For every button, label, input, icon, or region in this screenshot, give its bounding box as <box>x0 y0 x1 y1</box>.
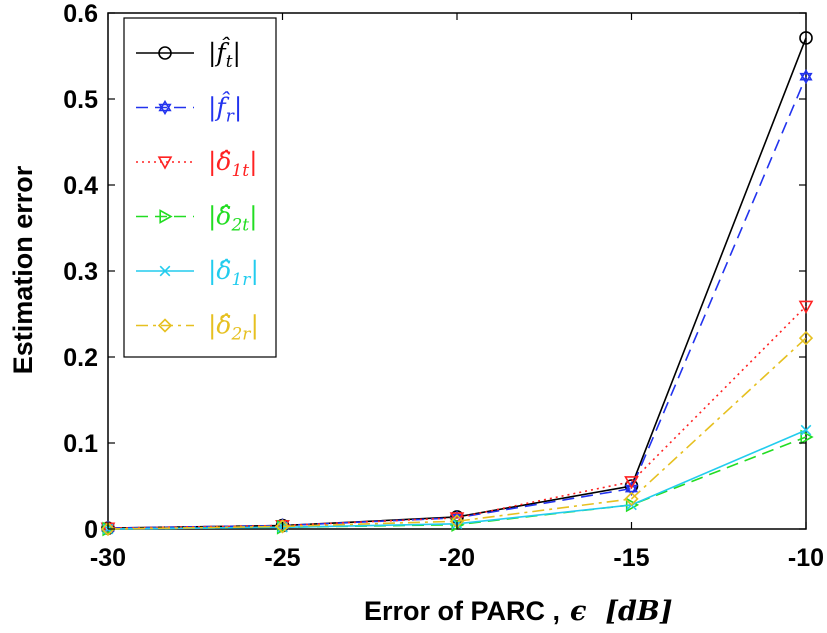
x-tick-label: -30 <box>90 544 126 572</box>
y-tick-label: 0.6 <box>63 0 98 28</box>
legend-marker <box>157 318 173 333</box>
y-axis-label: Estimation error <box>8 165 38 374</box>
data-point <box>624 480 639 493</box>
data-point <box>100 521 116 537</box>
x-tick-label: -20 <box>439 544 475 572</box>
y-tick-label: 0.2 <box>63 344 98 372</box>
legend-marker <box>158 46 172 60</box>
x-axis-unit: ϵ [dB] <box>570 596 673 627</box>
legend-entry: |δ̂1r| <box>136 256 259 290</box>
legend-entry: |f̂t| <box>136 38 241 72</box>
data-point <box>799 69 813 81</box>
legend-marker-inner <box>158 103 172 116</box>
series-line <box>107 305 807 529</box>
legend-entry: |δ̂1t| <box>136 147 258 181</box>
data-point-inner <box>624 484 639 497</box>
x-axis-label: Error of PARC , <box>364 596 560 626</box>
data-point <box>798 330 814 346</box>
legend: |f̂t| |f̂r| |δ̂1t| |δ̂2t| |δ̂1r| |δ̂2r| <box>123 17 277 358</box>
y-tick-label: 0 <box>84 516 98 544</box>
legend-marker <box>157 156 173 170</box>
legend-label: |f̂t| <box>208 38 241 72</box>
x-tick-label: -10 <box>788 544 824 572</box>
y-tick-label: 0.3 <box>63 258 98 286</box>
y-tick-label: 0.4 <box>63 172 98 200</box>
legend-label: |f̂r| <box>208 92 242 126</box>
legend-marker <box>159 265 171 277</box>
data-point <box>798 300 814 314</box>
legend-entry: |f̂r| <box>136 92 242 127</box>
legend-label: |δ̂1r| <box>208 256 259 290</box>
data-point <box>624 476 639 490</box>
x-tick-label: -15 <box>613 544 649 572</box>
y-tick-label: 0.5 <box>63 86 98 114</box>
axes-layer: -30 -25 -20 -15 -10 0 0.1 0.2 0.3 0.4 0.5 0.6 <box>63 0 824 572</box>
data-point-inner <box>799 72 813 85</box>
legend-label: |δ̂2t| <box>208 202 258 236</box>
legend-entry: |δ̂2t| <box>136 202 258 236</box>
legend-marker <box>158 99 172 112</box>
legend-label: |δ̂2r| <box>208 311 259 345</box>
data-point <box>800 424 812 436</box>
data-point <box>275 519 290 534</box>
series-line <box>107 337 807 530</box>
legend-box <box>123 17 277 358</box>
data-point <box>799 31 813 45</box>
legend-entry: |δ̂2r| <box>136 311 259 345</box>
x-tick-label: -25 <box>264 544 300 572</box>
data-point <box>800 429 814 445</box>
data-point <box>624 491 639 507</box>
legend-label: |δ̂1t| <box>208 147 258 181</box>
y-tick-label: 0.1 <box>63 430 98 458</box>
legend-marker <box>159 209 173 224</box>
